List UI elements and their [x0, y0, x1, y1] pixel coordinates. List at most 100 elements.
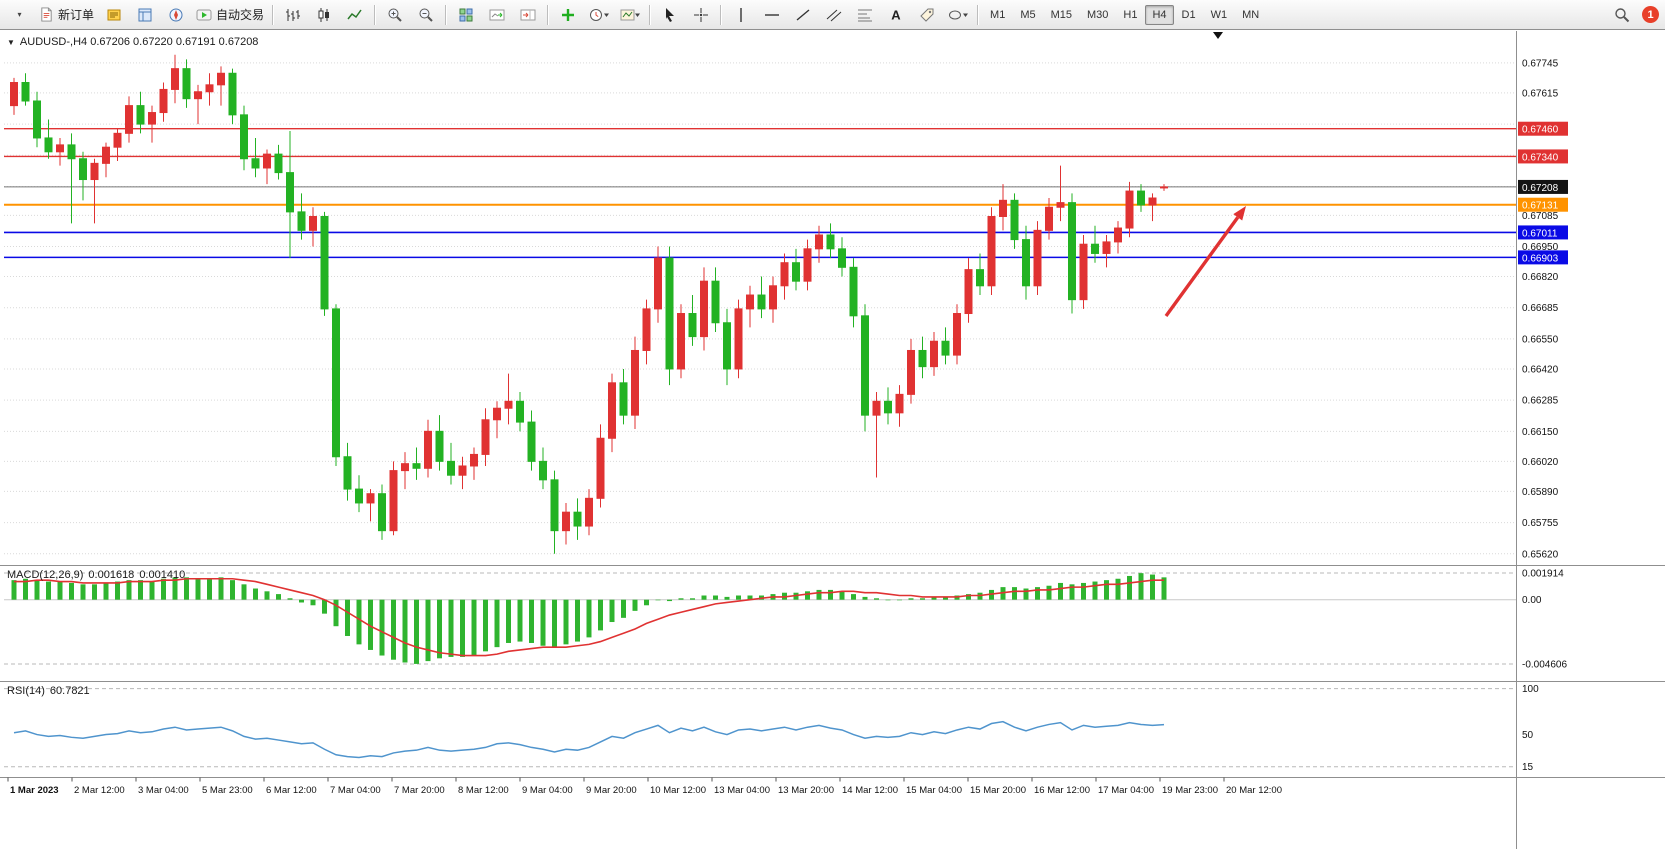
candle-body [1079, 243, 1088, 301]
candle-body [67, 144, 76, 160]
macd-bar [517, 599, 523, 642]
timeframe-h1-button[interactable]: H1 [1123, 8, 1138, 21]
crosshair-button[interactable] [686, 3, 716, 27]
bar-chart-button[interactable] [278, 3, 308, 27]
trend-arrow-line[interactable] [1164, 216, 1240, 317]
candle-body [79, 158, 87, 181]
channel-button[interactable] [819, 3, 849, 27]
timeframe-m30-button[interactable]: M30 [1087, 8, 1109, 21]
text-button[interactable]: A [881, 3, 911, 27]
cursor-button[interactable] [655, 3, 685, 27]
candle-body [1056, 202, 1065, 208]
toolbar-separator [649, 4, 652, 25]
candle-body [999, 199, 1007, 217]
macd-bar [391, 599, 396, 660]
chart-shift-icon [520, 9, 536, 20]
timeframe-w1-button[interactable]: W1 [1210, 8, 1228, 21]
candle-body [228, 72, 237, 116]
macd-bar [529, 599, 534, 643]
zoom-out-button[interactable] [411, 3, 441, 27]
candle-body [56, 144, 64, 153]
macd-bar [839, 591, 845, 600]
time-axis[interactable]: 1 Mar 2023 2 Mar 12:00 3 Mar 04:00 5 Mar 23… [7, 777, 1282, 797]
macd-bar [805, 591, 810, 600]
macd-bar [575, 599, 580, 642]
macd-bar [851, 594, 856, 600]
candlestick-chart-button[interactable] [309, 3, 339, 27]
macd-bar [1058, 582, 1063, 600]
market-watch-button[interactable] [99, 3, 129, 27]
label-button[interactable] [912, 3, 942, 27]
candle-body [458, 465, 467, 476]
vertical-line-button[interactable] [726, 3, 756, 27]
candle-body [1033, 229, 1042, 287]
macd-bar [149, 581, 155, 600]
shapes-button[interactable] [943, 3, 973, 27]
trendline-button[interactable] [788, 3, 818, 27]
macd-bar [287, 598, 293, 600]
timeframe-m15-button[interactable]: M15 [1050, 8, 1072, 21]
time-label: 13 Mar 04:00 [714, 785, 770, 796]
candle-body [424, 430, 432, 469]
level-price-box [1518, 149, 1568, 164]
periods-button[interactable] [584, 3, 614, 27]
candle-body [1148, 197, 1157, 206]
auto-scroll-button[interactable] [482, 3, 512, 27]
candle-body [102, 146, 110, 164]
level-price-label: 0.67011 [1522, 228, 1558, 239]
time-label: 13 Mar 20:00 [778, 785, 834, 796]
data-window-icon [138, 8, 152, 21]
horizontal-line-button[interactable] [757, 3, 787, 27]
zoom-in-button[interactable] [380, 3, 410, 27]
indicators-button[interactable] [553, 3, 583, 27]
candle-body [1125, 190, 1134, 229]
timeframe-d1-button[interactable]: D1 [1181, 8, 1196, 21]
candle-body [217, 72, 225, 86]
chart-symbol-marker-icon[interactable]: ▼ [7, 37, 15, 47]
navigator-button[interactable] [161, 3, 191, 27]
price-label: 0.65755 [1522, 518, 1559, 529]
candles-layer [10, 54, 1168, 554]
line-chart-button[interactable] [340, 3, 370, 27]
macd-bar [264, 591, 270, 600]
macd-bar [218, 577, 224, 600]
auto-trading-button[interactable]: 自动交易 [192, 3, 268, 27]
bid-price-label: 0.67208 [1522, 183, 1559, 194]
chart-shift-button[interactable] [513, 3, 543, 27]
timeframe-m5-button[interactable]: M5 [1020, 8, 1036, 21]
templates-button[interactable] [615, 3, 645, 27]
bar-chart-icon [286, 8, 301, 21]
price-label: 0.66420 [1522, 364, 1559, 375]
macd-bar [506, 599, 511, 643]
time-label: 16 Mar 12:00 [1034, 785, 1090, 796]
timeframe-h4-button[interactable]: H4 [1145, 4, 1174, 25]
candle-body [470, 453, 478, 467]
macd-bar [471, 599, 477, 656]
charts-menu-button[interactable]: ▾ [4, 3, 34, 27]
templates-icon [620, 9, 640, 20]
macd-bar [115, 581, 120, 600]
candle-body [1091, 243, 1099, 254]
tile-windows-button[interactable] [451, 3, 481, 27]
candle-body [320, 215, 329, 310]
candle-body [723, 322, 731, 370]
macd-bar [1115, 578, 1121, 600]
trendline-icon [796, 8, 810, 21]
new-order-button[interactable]: 新订单 [35, 3, 98, 27]
time-label: 10 Mar 12:00 [650, 785, 706, 796]
data-window-button[interactable] [130, 3, 160, 27]
timeframe-mn-button[interactable]: MN [1242, 8, 1260, 21]
charts-menu-icon: ▾ [17, 10, 22, 19]
chart-shift-marker[interactable] [1213, 32, 1223, 39]
candle-body [711, 280, 720, 324]
notification-badge[interactable]: 1 [1642, 6, 1659, 23]
price-axis[interactable]: 0.67745 0.67615 0.67085 0.66950 0.66820 0.666… [1518, 58, 1568, 773]
macd-bar [931, 596, 937, 600]
fibonacci-button[interactable] [850, 3, 880, 27]
candle-body [941, 340, 950, 356]
search-button[interactable] [1607, 3, 1637, 27]
timeframe-m1-button[interactable]: M1 [990, 8, 1006, 21]
macd-bar [816, 589, 822, 600]
candle-body [907, 349, 915, 395]
